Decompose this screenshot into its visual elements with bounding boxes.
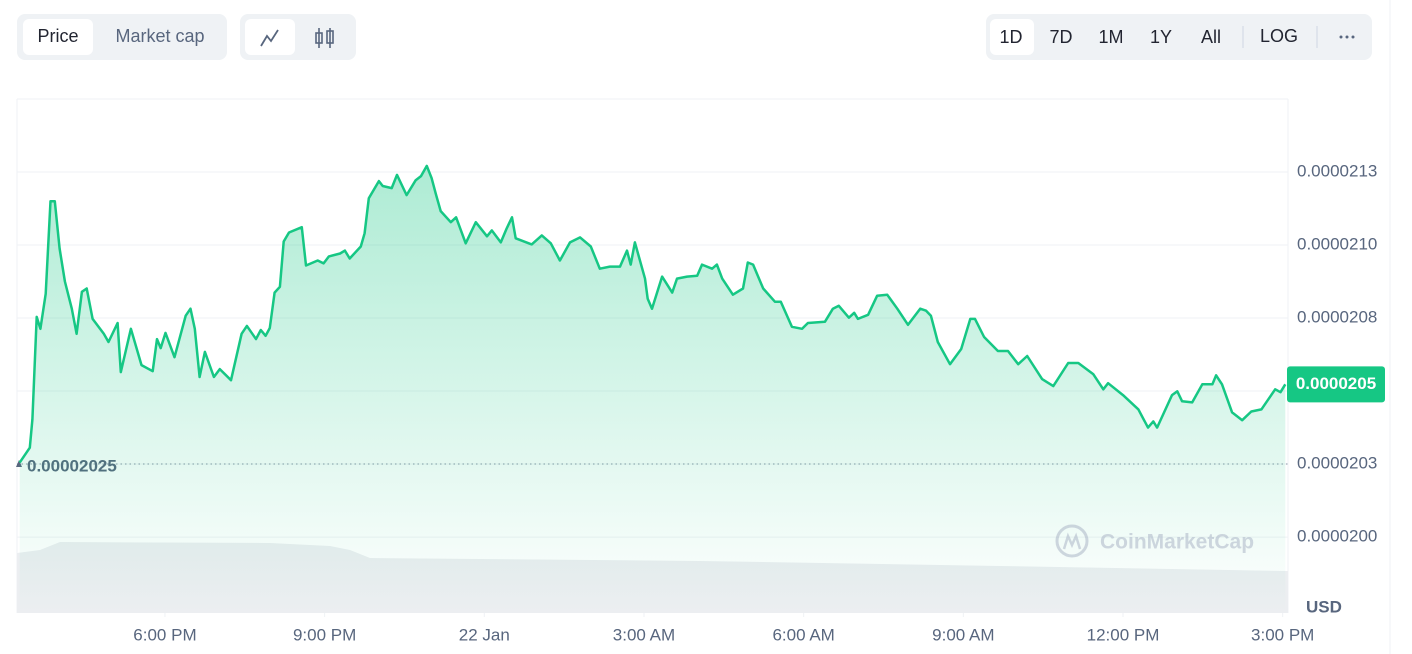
- last-value-label: 0.0000205: [1296, 374, 1376, 393]
- range-tab[interactable]: All: [1201, 27, 1221, 47]
- more-button[interactable]: [1339, 35, 1355, 39]
- tab-group: [986, 14, 1372, 60]
- y-tick-label: 0.0000200: [1297, 527, 1377, 546]
- range-tab[interactable]: 1M: [1098, 27, 1123, 47]
- tab-active[interactable]: [23, 19, 93, 55]
- x-tick-label: 9:00 PM: [293, 625, 356, 644]
- x-tick-label: 9:00 AM: [932, 625, 994, 644]
- tab[interactable]: Market cap: [115, 26, 204, 46]
- x-tick-label: 3:00 PM: [1251, 625, 1314, 644]
- log-toggle[interactable]: LOG: [1260, 26, 1298, 46]
- x-tick-label: 3:00 AM: [613, 625, 675, 644]
- plot-layer: 0.00002025: [16, 164, 1288, 617]
- range-tab[interactable]: 1Y: [1150, 27, 1172, 47]
- line-icon: [260, 29, 279, 47]
- candle-icon[interactable]: [315, 28, 334, 48]
- y-axis-label: USD: [1306, 597, 1342, 616]
- range-tab[interactable]: 7D: [1049, 27, 1072, 47]
- watermark-text: CoinMarketCap: [1100, 531, 1254, 554]
- y-tick-label: 0.0000210: [1297, 235, 1377, 254]
- line: [18, 164, 1287, 464]
- x-tick-label: 6:00 PM: [133, 625, 196, 644]
- range-tab[interactable]: 1D: [999, 27, 1022, 47]
- x-tick-label: 12:00 PM: [1087, 625, 1160, 644]
- x-tick-label: 22 Jan: [459, 625, 510, 644]
- y-tick-label: 0.0000203: [1297, 454, 1377, 473]
- x-tick-label: 6:00 AM: [772, 625, 834, 644]
- tab[interactable]: Price: [37, 26, 78, 46]
- tab-active[interactable]: [990, 19, 1034, 55]
- line-button[interactable]: [245, 19, 295, 55]
- y-tick-label: 0.0000208: [1297, 308, 1377, 327]
- last-value-box: [1287, 366, 1385, 403]
- y-tick-label: 0.0000213: [1297, 161, 1377, 180]
- area: [19, 165, 1286, 613]
- watermark: CoinMarketCap: [1055, 524, 1254, 558]
